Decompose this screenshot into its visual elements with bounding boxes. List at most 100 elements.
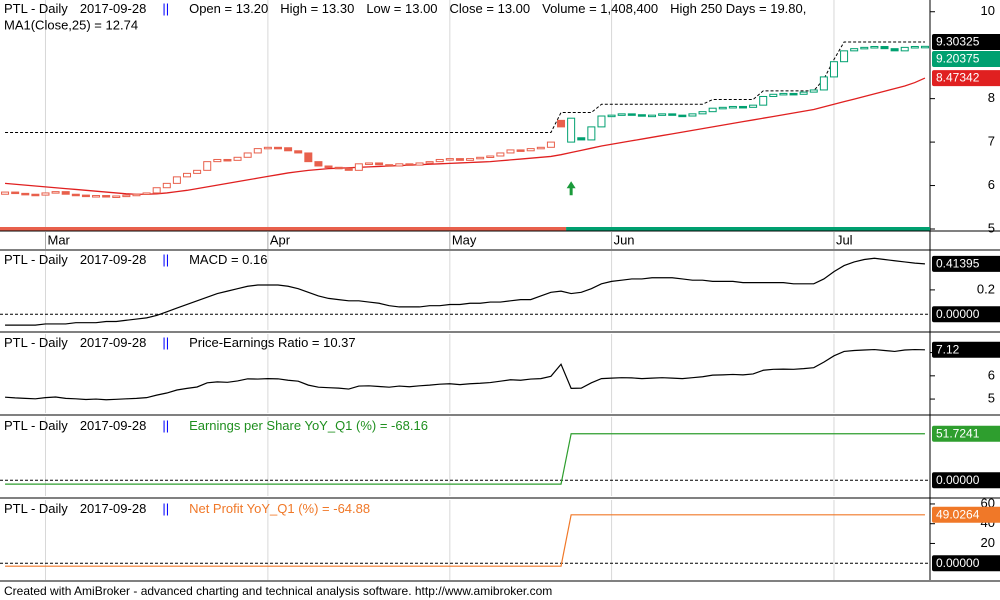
- y-tick-label: 7: [988, 134, 995, 149]
- candle-body: [698, 111, 707, 115]
- candle-body: [759, 95, 768, 106]
- candle-body: [567, 117, 576, 143]
- candle-body: [152, 187, 161, 194]
- header-item: 2017-09-28: [80, 252, 147, 267]
- footer-credit: Created with AmiBroker - advanced charti…: [4, 584, 552, 598]
- candle-body: [61, 191, 70, 195]
- candle-body: [344, 167, 353, 171]
- candle-body: [1, 191, 10, 195]
- value-tag-label: 9.20375: [936, 52, 980, 66]
- candle-body: [870, 45, 879, 49]
- indicator-title: Net Profit YoY_Q1 (%) = -64.88: [189, 501, 370, 516]
- pane-header: PTL - Daily 2017-09-28 || Price-Earnings Ra…: [4, 335, 356, 350]
- value-tag: [932, 306, 1000, 323]
- date-label: Mar: [47, 232, 70, 247]
- candle-body: [900, 46, 909, 52]
- candle-body: [122, 194, 131, 198]
- indicator-line: [5, 433, 925, 485]
- candle-body: [354, 163, 363, 171]
- candle-body: [385, 164, 394, 167]
- candle-body: [203, 161, 212, 171]
- pane-header: PTL - Daily 2017-09-28 || MACD = 0.16: [4, 252, 267, 267]
- value-tag: [932, 506, 1000, 523]
- candle-body: [890, 48, 899, 52]
- candle-body: [476, 156, 485, 160]
- value-tag: [932, 34, 1000, 51]
- value-tag-label: 51.7241: [936, 426, 980, 440]
- indicator-title: MACD = 0.16: [189, 252, 267, 267]
- value-tag: [932, 425, 1000, 442]
- candle-body: [334, 166, 343, 170]
- indicator-line: [5, 348, 925, 401]
- value-tag-label: 8.47342: [936, 71, 980, 85]
- candle-body: [637, 114, 646, 117]
- candle-body: [799, 91, 808, 95]
- candle-body: [607, 114, 616, 118]
- date-label: Jun: [614, 232, 635, 247]
- candle-body: [445, 158, 454, 161]
- candle-body: [172, 176, 181, 184]
- candle-body: [516, 149, 525, 152]
- y-tick-label: 5: [988, 390, 995, 405]
- candle-body: [92, 195, 101, 198]
- value-tag-label: 0.00000: [936, 473, 980, 487]
- header-item: 2017-09-28: [80, 501, 147, 516]
- header-item: Low = 13.00: [366, 1, 437, 16]
- candle-body: [183, 172, 192, 178]
- candle-body: [71, 193, 80, 197]
- candle-body: [324, 165, 333, 168]
- candle-body: [910, 45, 919, 49]
- header-item: 2017-09-28: [80, 335, 147, 350]
- header-item: Close = 13.00: [450, 1, 531, 16]
- header-item: ||: [162, 418, 169, 433]
- candle-body: [829, 61, 838, 78]
- candle-body: [51, 191, 60, 194]
- buy-arrow: [566, 181, 576, 196]
- value-tag: [932, 341, 1000, 358]
- candle-body: [587, 126, 596, 141]
- header-item: PTL - Daily: [4, 501, 68, 516]
- candle-body: [284, 147, 293, 152]
- value-tag-label: 49.0264: [936, 507, 980, 521]
- candle-body: [577, 137, 586, 141]
- candle-body: [294, 150, 303, 154]
- candle-body: [41, 192, 50, 196]
- value-tag-label: 9.30325: [936, 35, 980, 49]
- header-item: PTL - Daily: [4, 252, 68, 267]
- candle-body: [840, 50, 849, 63]
- candle-body: [223, 158, 232, 162]
- header-item: High 250 Days = 19.80,: [670, 1, 806, 16]
- candle-body: [920, 45, 929, 49]
- y-tick-label: 0.2: [977, 281, 995, 296]
- candle-body: [668, 113, 677, 116]
- y-tick-label: 20: [981, 535, 995, 550]
- date-label: Apr: [270, 232, 291, 247]
- header-item: PTL - Daily: [4, 335, 68, 350]
- header-item: ||: [162, 501, 169, 516]
- candle-body: [405, 163, 414, 166]
- value-tag-label: 0.00000: [936, 556, 980, 570]
- indicator-subtitle: MA1(Close,25) = 12.74: [4, 17, 138, 32]
- header-item: 2017-09-28: [80, 418, 147, 433]
- indicator-title: Price-Earnings Ratio = 10.37: [189, 335, 356, 350]
- candle-body: [749, 104, 758, 108]
- candle-body: [486, 155, 495, 158]
- candle-body: [648, 114, 657, 118]
- y-tick-label: 60: [981, 495, 995, 510]
- header-item: High = 13.30: [280, 1, 354, 16]
- header-item: PTL - Daily: [4, 1, 68, 16]
- header-item: Open = 13.20: [189, 1, 268, 16]
- date-label: Jul: [836, 232, 853, 247]
- y-tick-label: 10: [981, 3, 995, 18]
- header-item: ||: [162, 1, 169, 16]
- candle-body: [546, 141, 555, 148]
- candle-body: [496, 152, 505, 157]
- moving-average-line: [4, 77, 926, 195]
- candle-body: [263, 146, 272, 150]
- candle-body: [132, 193, 141, 197]
- regime-strip: [566, 227, 930, 231]
- candle-body: [779, 92, 788, 96]
- candle-body: [395, 163, 404, 167]
- candle-body: [193, 169, 202, 174]
